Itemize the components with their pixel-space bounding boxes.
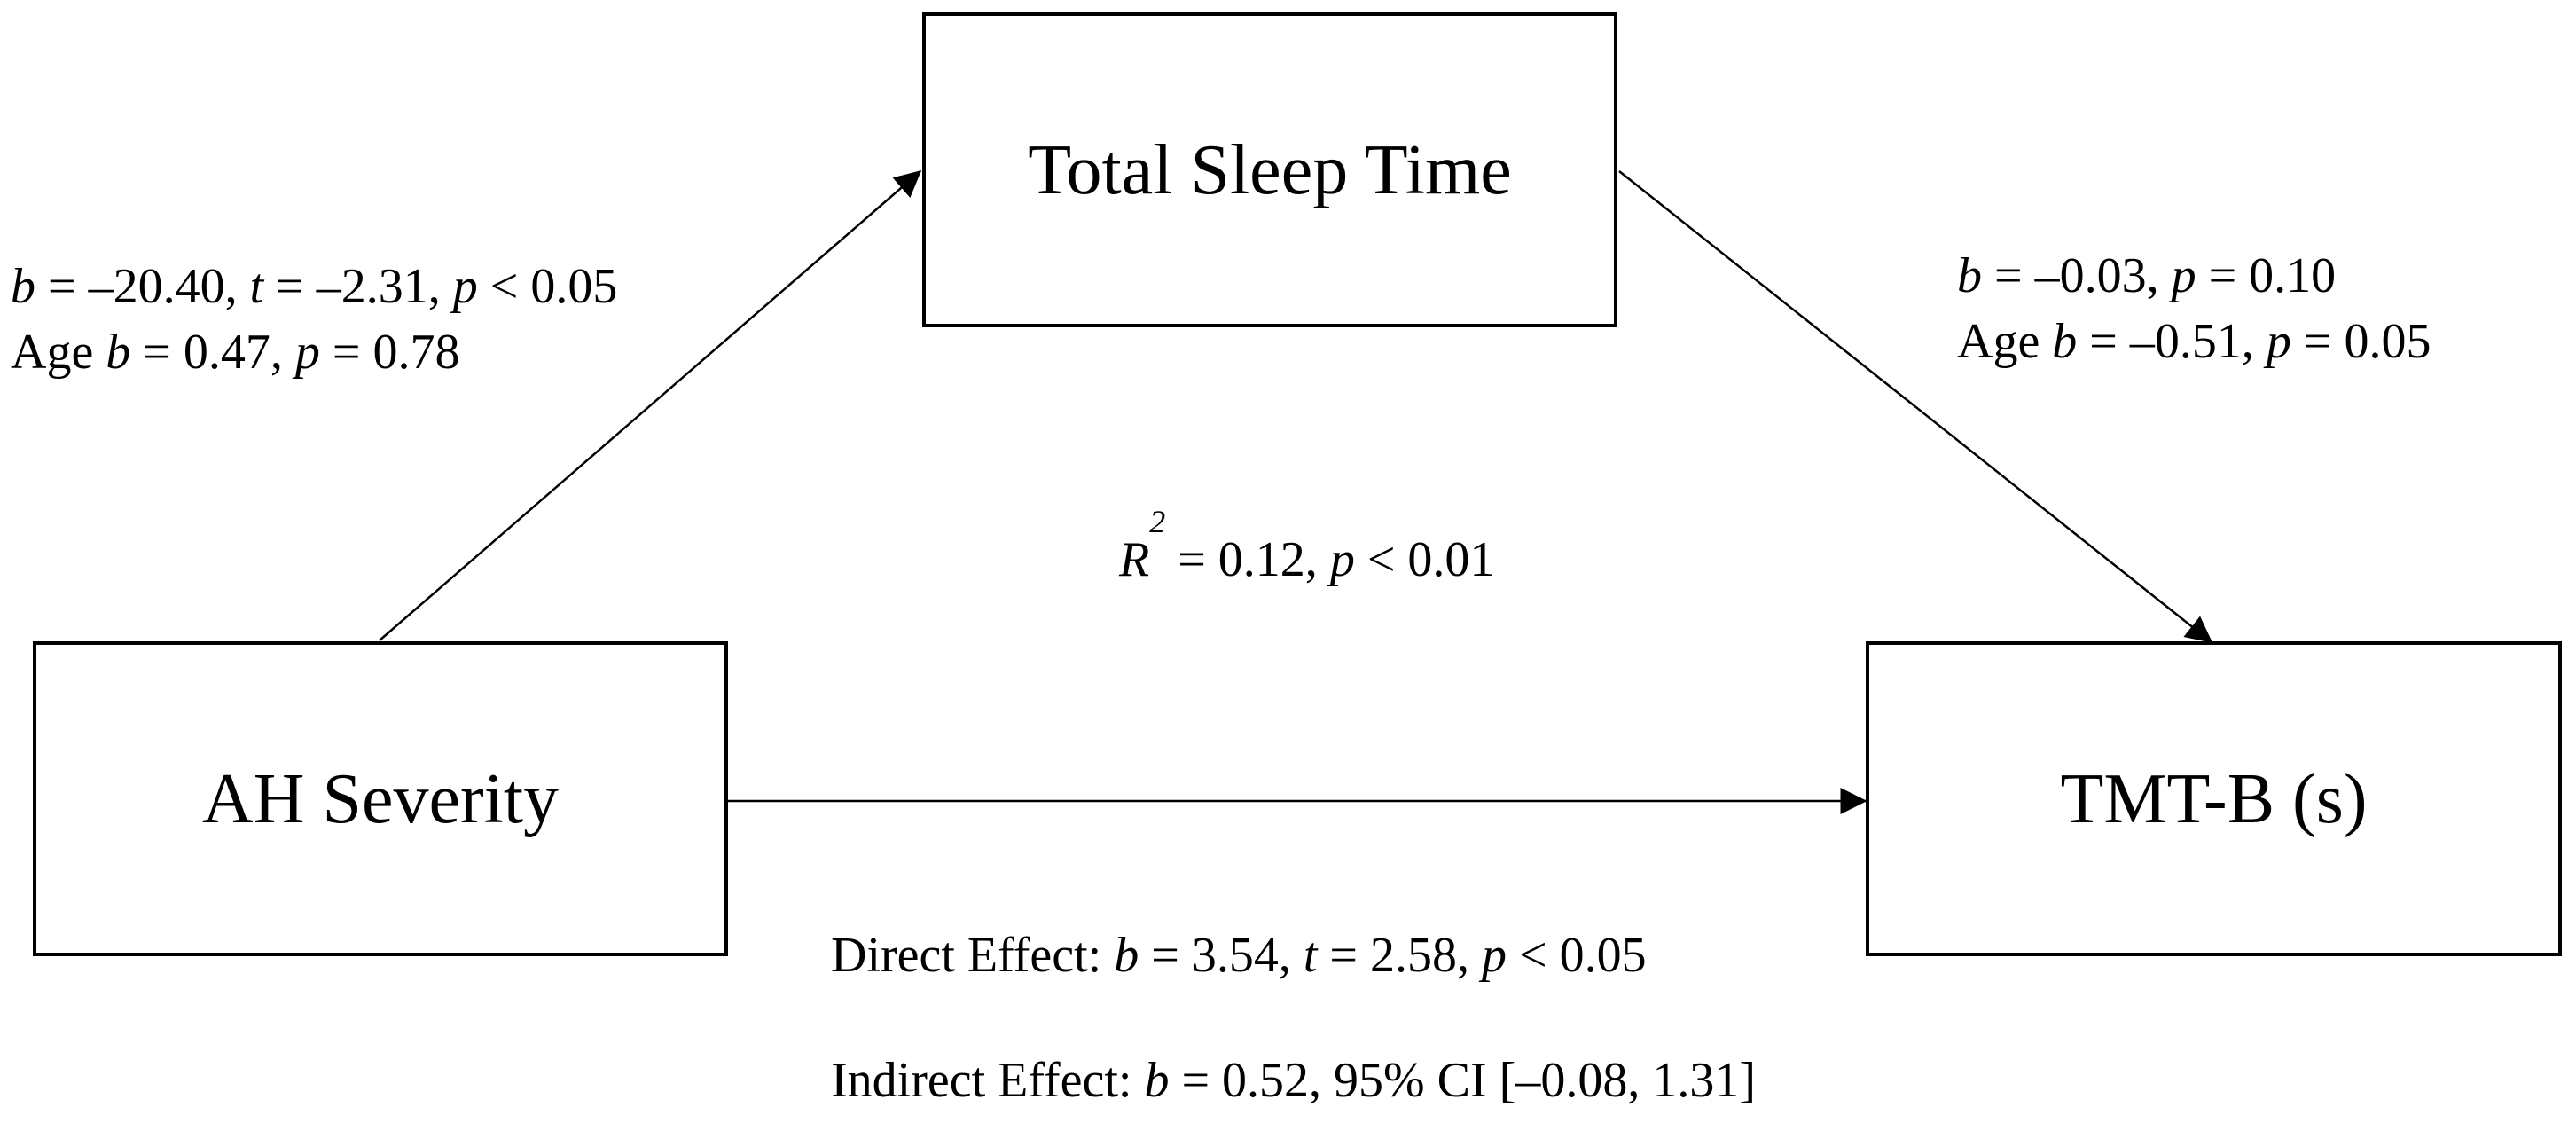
path-b-arrow [1618,170,2213,643]
path-a-annotation: b = –20.40, t = –2.31, p < 0.05 Age b = … [11,254,617,385]
direct-effect-text: Direct Effect: b = 3.54, t = 2.58, p < 0… [831,928,1647,983]
indirect-effect-text: Indirect Effect: b = 0.52, 95% CI [–0.08… [831,1053,1756,1108]
predictor-label: AH Severity [201,759,560,838]
path-b-annotation: b = –0.03, p = 0.10 Age b = –0.51, p = 0… [1957,243,2431,374]
mediator-label: Total Sleep Time [1028,130,1512,209]
path-a-age-covariate: Age b = 0.47, p = 0.78 [11,325,460,380]
path-a-coefficient: b = –20.40, t = –2.31, p < 0.05 [11,259,618,314]
mediator-box: Total Sleep Time [922,12,1617,327]
path-a-arrow [379,170,922,641]
outcome-label: TMT-B (s) [2060,759,2368,838]
model-fit-r-squared: R2 = 0.12, p < 0.01 [1119,504,1495,587]
predictor-box: AH Severity [33,641,728,956]
path-b-coefficient: b = –0.03, p = 0.10 [1957,248,2337,303]
outcome-box: TMT-B (s) [1866,641,2562,956]
direct-effect-annotation: Direct Effect: b = 3.54, t = 2.58, p < 0… [831,923,1647,988]
model-fit-annotation: R2 = 0.12, p < 0.01 [1119,504,1495,593]
indirect-effect-annotation: Indirect Effect: b = 0.52, 95% CI [–0.08… [831,1048,1756,1113]
path-b-age-covariate: Age b = –0.51, p = 0.05 [1957,314,2431,369]
